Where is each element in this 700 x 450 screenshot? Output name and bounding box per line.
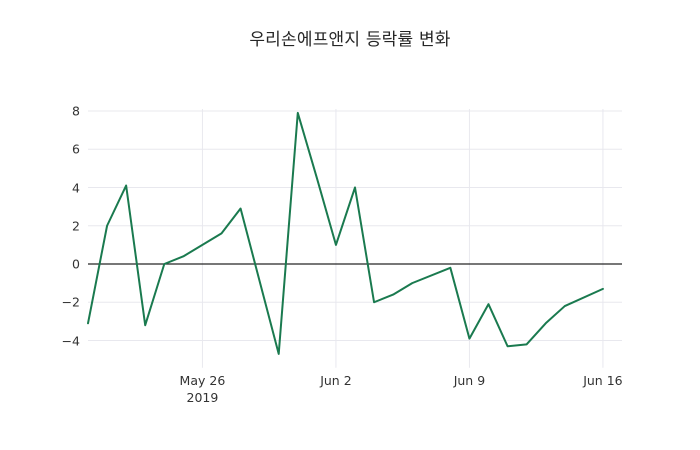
x-tick-label-main: May 26	[179, 373, 226, 388]
x-tick-label-year: 2019	[186, 390, 219, 405]
x-tick-label: Jun 16	[543, 372, 663, 389]
x-tick-label-main: Jun 2	[320, 373, 352, 388]
y-tick-label: −2	[61, 294, 80, 310]
y-tick-label: 2	[72, 218, 80, 234]
x-tick-label-main: Jun 9	[453, 373, 486, 388]
y-tick-label: 6	[72, 141, 80, 157]
chart-title: 우리손에프앤지 등락률 변화	[249, 30, 451, 50]
x-tick-label: May 26 2019	[142, 372, 262, 406]
x-tick-label: Jun 9	[409, 372, 529, 389]
y-tick-label: 4	[72, 180, 80, 195]
x-tick-label-main: Jun 16	[583, 373, 623, 388]
y-tick-label: 0	[72, 256, 80, 272]
y-tick-label: 8	[72, 103, 80, 119]
vertical-gridlines-group	[201, 109, 604, 368]
x-tick-label: Jun 2	[276, 372, 396, 389]
y-tick-label: −4	[61, 333, 80, 348]
data-series-line	[87, 111, 604, 355]
y-axis-tick-labels: 8 6 4 2 0 −2 −4	[38, 0, 80, 450]
